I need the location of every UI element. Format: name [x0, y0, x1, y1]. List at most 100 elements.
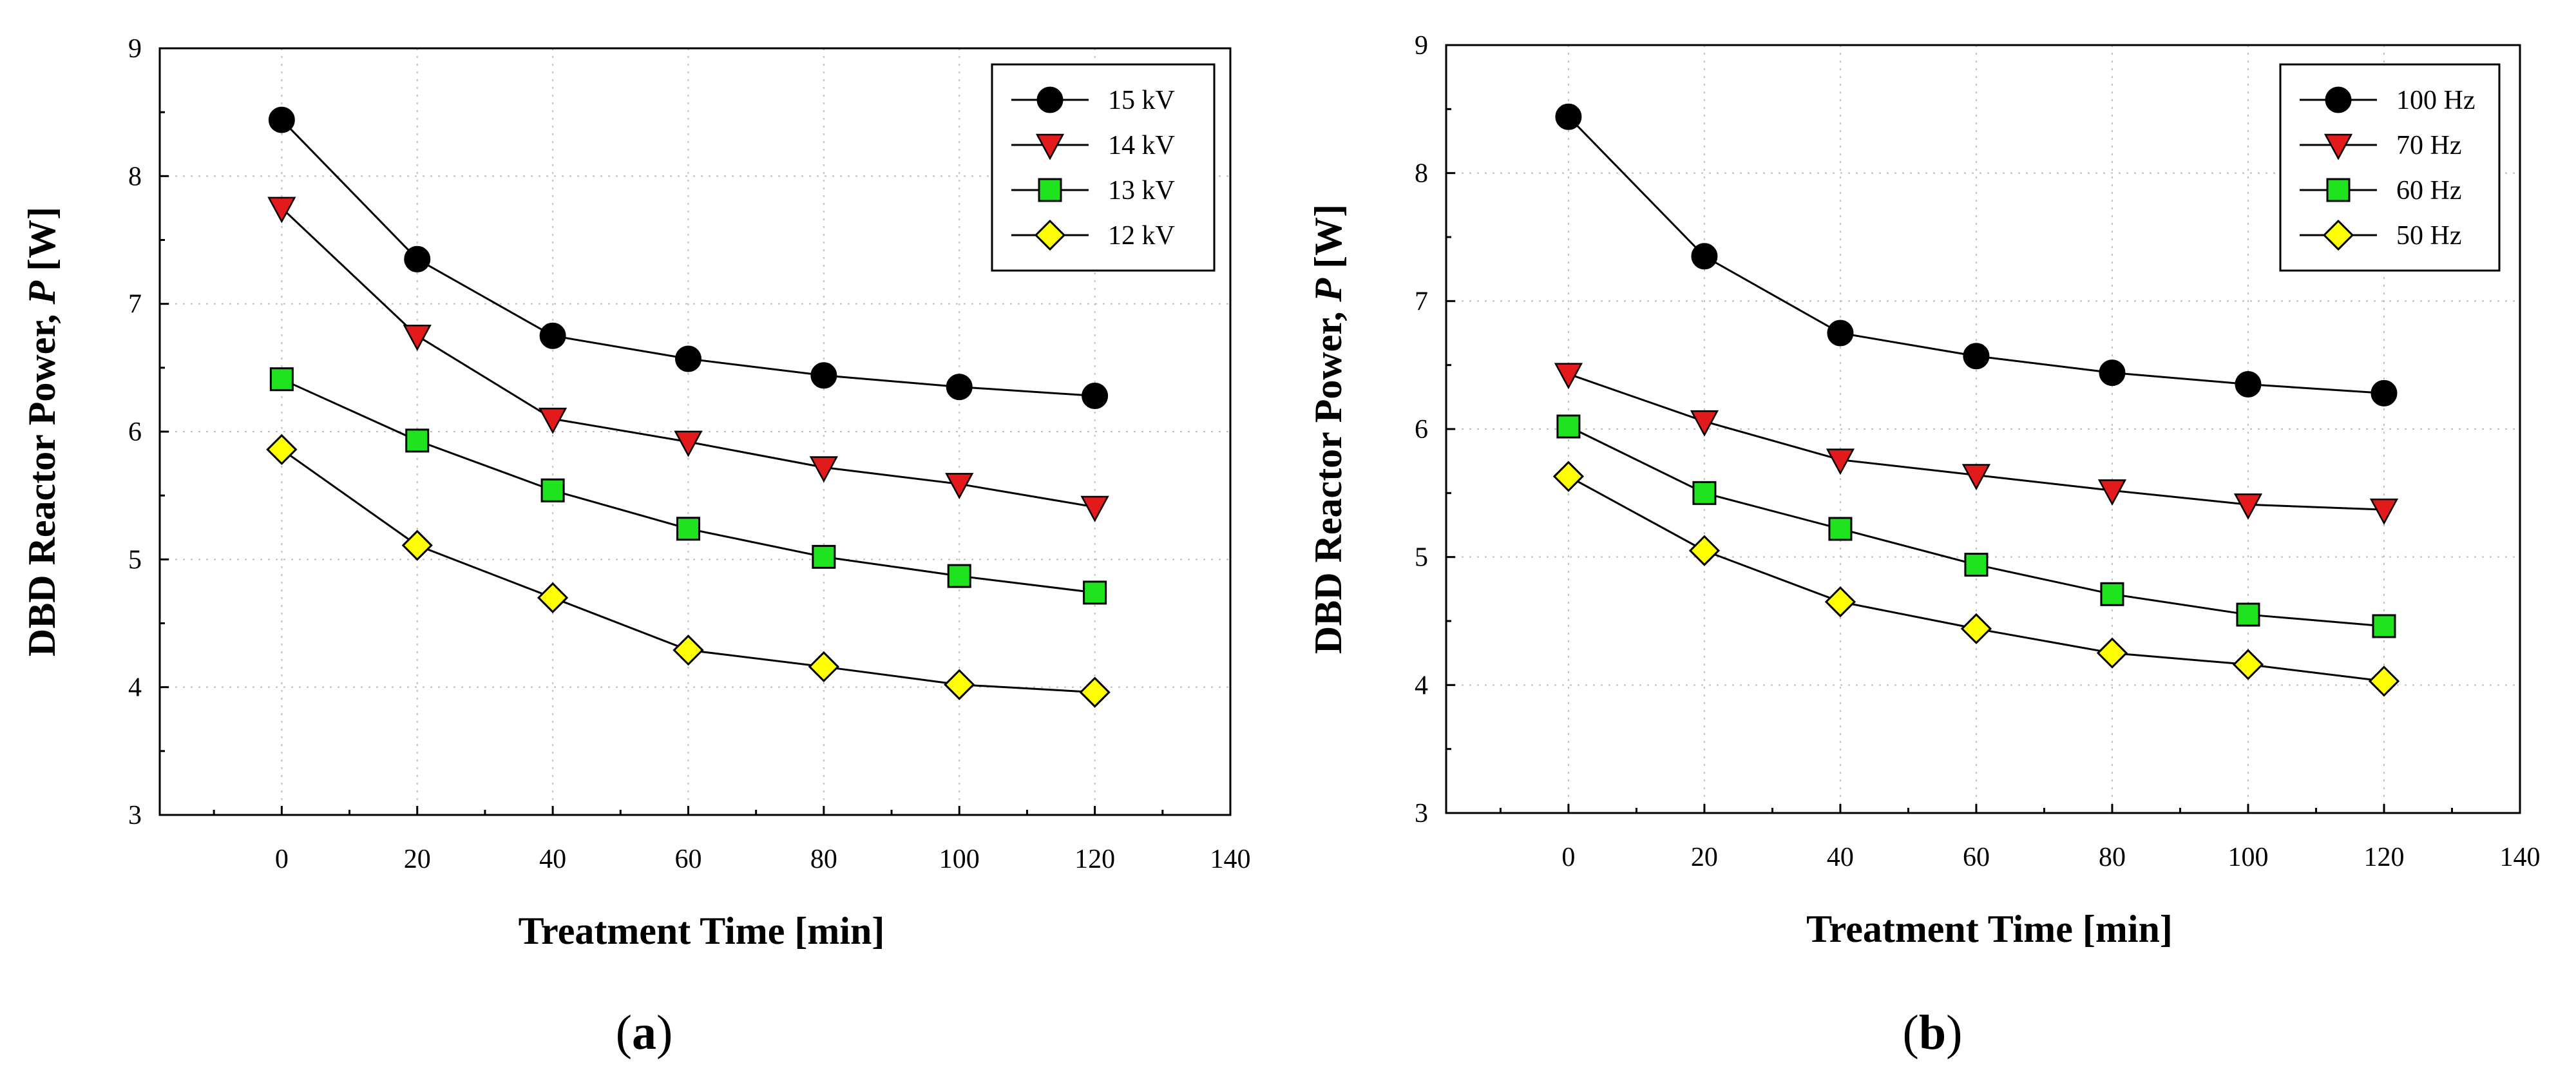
chart-panel-a: 3 4 5 6 7 8 9 0 20 40 60 80 100 120 140 Treatment Time …: [21, 34, 1251, 1060]
legend-marker: [1036, 86, 1064, 113]
data-point: [947, 564, 971, 588]
y-tick-label: 6: [128, 417, 142, 447]
data-point: [403, 325, 432, 351]
chart-panel-b: 3 4 5 6 7 8 9 0 20 40 60 80 100 120 140 Treatment Time …: [1288, 0, 2576, 1081]
x-tick-label: 40: [539, 845, 566, 874]
data-point: [812, 544, 836, 569]
series-14-kv: [267, 196, 1109, 522]
legend-item: 15 kV: [1011, 86, 1175, 115]
data-point: [1827, 320, 1854, 347]
data-point: [808, 651, 839, 683]
series-100-hz: [1555, 103, 2398, 407]
y-tick-label: 5: [128, 545, 142, 575]
data-point: [404, 245, 431, 273]
series-70-hz: [1554, 363, 2399, 525]
data-point: [537, 582, 569, 613]
y-tick-label: 5: [1415, 543, 1428, 573]
data-point: [269, 367, 294, 392]
data-point: [1552, 461, 1585, 492]
y-tick-label: 6: [1415, 415, 1428, 445]
data-point: [1961, 464, 1991, 491]
data-point: [1082, 382, 1109, 409]
y-tick-label: 9: [128, 34, 142, 64]
data-point: [2100, 582, 2124, 606]
data-point: [2233, 493, 2263, 520]
y-tick-label: 7: [128, 290, 142, 320]
y-tick-label: 3: [128, 801, 142, 830]
data-point: [2236, 602, 2260, 627]
data-point: [1691, 243, 1718, 270]
x-tick-label: 120: [1074, 845, 1115, 874]
panel-label-b: b: [1918, 1006, 1947, 1060]
data-point: [1690, 410, 1719, 437]
data-point: [810, 362, 837, 389]
data-point: [1554, 363, 1583, 390]
data-point: [673, 635, 704, 666]
legend: 15 kV 14 kV 13 kV 12 kV: [991, 63, 1216, 272]
legend-label: 13 kV: [1108, 176, 1175, 206]
grid: [1446, 45, 2520, 813]
x-tick-label: 120: [2363, 843, 2404, 872]
data-point: [2372, 614, 2396, 638]
x-axis-label: Treatment Time [min]: [1806, 908, 2173, 950]
x-tick-label: 140: [2500, 843, 2541, 872]
chart-b-svg: 3 4 5 6 7 8 9 0 20 40 60 80 100 120 140 Treatment Time …: [1307, 31, 2541, 950]
panel-caption-b: (b): [1902, 1006, 1963, 1060]
legend-box: [991, 63, 1216, 272]
data-point: [1964, 553, 1989, 577]
data-point: [539, 322, 566, 349]
data-point: [2232, 649, 2264, 680]
data-point: [1079, 676, 1111, 708]
legend-label: 60 Hz: [2396, 176, 2461, 206]
data-point: [1556, 414, 1581, 439]
x-tick-label: 100: [939, 845, 980, 874]
series-15-kv: [268, 106, 1109, 409]
legend-marker: [1035, 133, 1065, 160]
y-tick-label: 8: [128, 162, 142, 191]
legend-marker: [2326, 178, 2351, 202]
data-point: [674, 430, 703, 457]
data-point: [1824, 586, 1856, 618]
data-point: [1688, 535, 1721, 566]
legend-label: 12 kV: [1108, 221, 1175, 251]
data-point: [1692, 481, 1717, 505]
legend-item: 14 kV: [1011, 131, 1175, 160]
data-point: [946, 374, 973, 401]
series-12-kv: [266, 434, 1111, 708]
legend-item: 12 kV: [1011, 219, 1175, 251]
data-point: [1960, 613, 1992, 645]
chart-a-svg: 3 4 5 6 7 8 9 0 20 40 60 80 100 120 140 Treatment Time …: [21, 34, 1251, 952]
data-point: [945, 473, 974, 499]
data-point: [2099, 359, 2126, 387]
data-point: [2096, 637, 2128, 669]
data-point: [2235, 370, 2262, 397]
series-50-hz: [1552, 461, 2400, 697]
data-point: [1963, 343, 1990, 370]
x-tick-label: 0: [1561, 843, 1575, 872]
y-tick-label: 9: [1415, 31, 1428, 61]
data-point: [2371, 379, 2398, 407]
data-point: [268, 106, 295, 133]
ticks: 3 4 5 6 7 8 9 0 20 40 60 80 100 120 140: [1415, 31, 2541, 872]
legend-item: 100 Hz: [2300, 86, 2475, 115]
data-point: [1826, 448, 1855, 475]
x-tick-label: 100: [2228, 843, 2268, 872]
data-point: [1828, 517, 1853, 541]
panel-label-a: a: [632, 1006, 656, 1060]
data-point: [809, 456, 838, 483]
data-point: [1083, 580, 1107, 605]
data-point: [266, 434, 298, 465]
series-13-kv: [269, 367, 1107, 605]
legend-label: 50 Hz: [2396, 221, 2461, 251]
y-tick-label: 8: [1415, 159, 1428, 189]
legend-item: 50 Hz: [2300, 219, 2461, 251]
legend-label: 100 Hz: [2396, 86, 2475, 115]
legend-marker: [2323, 133, 2353, 160]
legend-marker: [1034, 219, 1066, 251]
y-axis-label: DBD Reactor Power, P [W]: [1307, 204, 1350, 654]
data-point: [674, 345, 701, 372]
data-point: [1080, 495, 1109, 522]
legend-marker: [2325, 86, 2352, 113]
legend-marker: [1038, 178, 1062, 202]
x-tick-label: 140: [1210, 845, 1251, 874]
